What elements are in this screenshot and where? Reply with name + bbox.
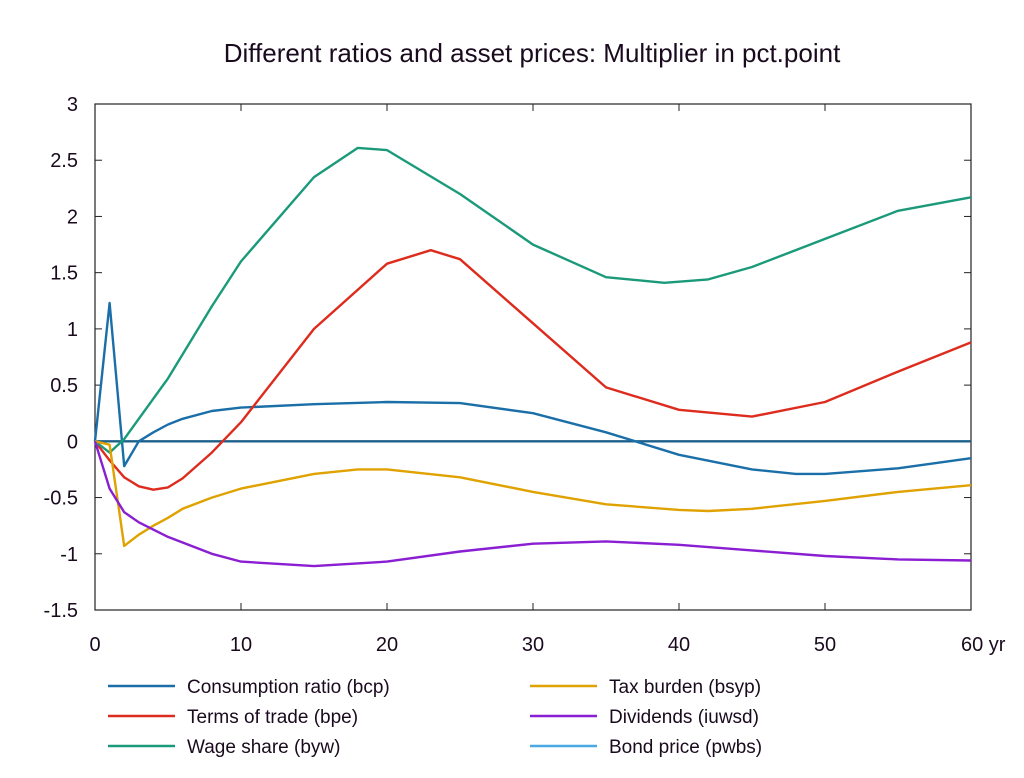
y-tick-label: 3: [67, 94, 78, 116]
y-tick-label: -1: [60, 544, 78, 566]
x-tick-label: 0: [89, 634, 100, 656]
y-tick-label: 0.5: [50, 375, 78, 397]
legend-label-4: Dividends (iuwsd): [609, 707, 759, 728]
x-tick-label: 20: [376, 634, 398, 656]
legend-label-2: Wage share (byw): [187, 737, 340, 758]
x-tick-label: 30: [522, 634, 544, 656]
y-tick-label: -1.5: [44, 600, 78, 622]
y-tick-label: -0.5: [44, 488, 78, 510]
y-tick-label: 1.5: [50, 263, 78, 285]
x-tick-label: 60 yr: [961, 634, 1006, 656]
legend-label-0: Consumption ratio (bcp): [187, 677, 390, 698]
series-line-1: [94, 249, 972, 491]
y-tick-label: 0: [67, 431, 78, 453]
plot-frame: [94, 103, 972, 611]
x-tick-label: 50: [814, 634, 836, 656]
series-line-0: [93, 301, 972, 476]
plot-area: [93, 146, 972, 568]
series-line-3: [94, 440, 972, 548]
y-tick-label: 1: [67, 319, 78, 341]
chart-axes: 3 2.5 2 1.5 1 0.5 0 -0.5 -1 -1.5 0 10 20 30 40 50 60 yr: [44, 94, 1006, 656]
legend-label-3: Tax burden (bsyp): [609, 677, 761, 698]
y-tick-label: 2: [67, 206, 78, 228]
chart-title: Different ratios and asset prices: Multi…: [224, 38, 841, 68]
series-line-4: [93, 440, 972, 568]
legend-label-5: Bond price (pwbs): [609, 737, 762, 758]
series-line-2: [94, 146, 972, 454]
x-tick-label: 40: [668, 634, 690, 656]
chart-legend: Consumption ratio (bcp) Terms of trade (b…: [108, 677, 762, 758]
y-tick-label: 2.5: [50, 150, 78, 172]
legend-label-1: Terms of trade (bpe): [187, 707, 358, 728]
x-tick-label: 10: [230, 634, 252, 656]
